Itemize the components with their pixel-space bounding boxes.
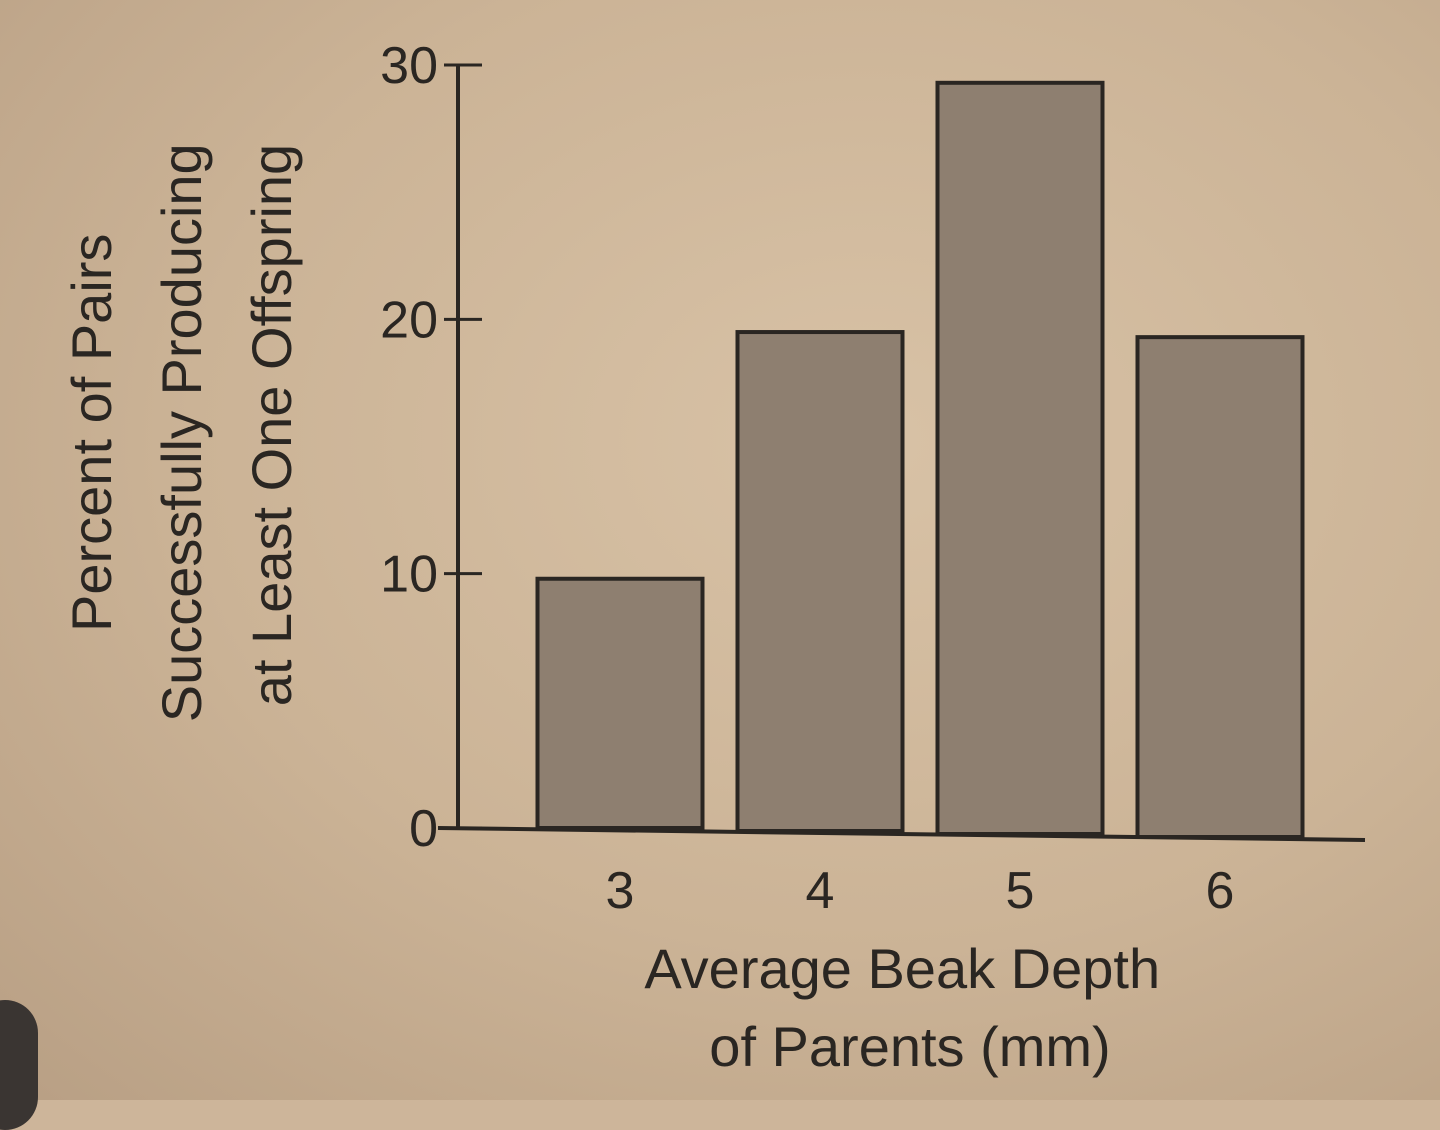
x-tick-label-6: 6: [1206, 862, 1235, 920]
svg-text:Percent of Pairs Succe: Percent of Pairs Successfully Producing …: [60, 128, 303, 723]
y-axis-title-line-1: Percent of Pairs: [60, 234, 123, 632]
x-tick-label-3: 3: [606, 862, 635, 920]
bar-5: [935, 80, 1105, 836]
bar-4: [735, 330, 905, 833]
y-axis-title-line-3: at Least One Offspring: [240, 144, 303, 706]
y-axis-title-line-2: Successfully Producing: [150, 143, 213, 722]
y-ticks: 0 10 20 30: [380, 37, 482, 858]
y-tick-label-0: 0: [409, 800, 438, 858]
axes-layer: [437, 65, 1366, 842]
y-axis-title: Percent of Pairs Successfully Producing …: [60, 128, 303, 723]
bars-layer: [535, 80, 1305, 839]
x-ticks: 3 4 5 6: [606, 862, 1235, 920]
y-tick-label-20: 20: [380, 291, 438, 349]
x-tick-label-5: 5: [1006, 862, 1035, 920]
x-axis-title-line-2: of Parents (mm): [709, 1015, 1110, 1078]
x-axis-title-line-1: Average Beak Depth: [644, 937, 1160, 1000]
x-tick-label-4: 4: [806, 862, 835, 920]
x-axis-line: [437, 826, 1366, 842]
bar-6: [1135, 335, 1305, 839]
y-tick-label-10: 10: [380, 546, 438, 604]
y-tick-label-30: 30: [380, 37, 438, 95]
bar-chart: 0 10 20 30 3 4 5 6 Average Beak Depth of Paren…: [60, 37, 1366, 1078]
x-axis-title: Average Beak Depth of Parents (mm): [644, 937, 1175, 1078]
bar-3: [535, 576, 705, 831]
corner-badge: [0, 1000, 38, 1130]
